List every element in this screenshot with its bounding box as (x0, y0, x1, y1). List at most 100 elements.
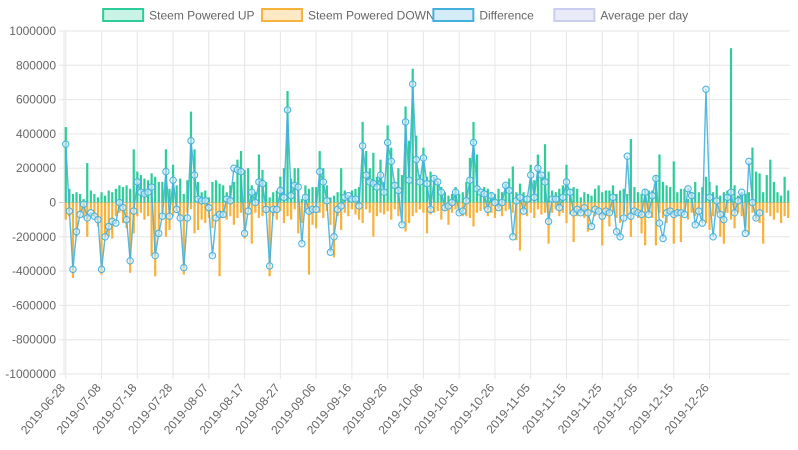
bar-up (701, 187, 704, 203)
bar-down (365, 202, 368, 210)
bar-up (697, 192, 700, 203)
bar-up (132, 149, 135, 203)
bar-up (547, 171, 550, 203)
bar-up (64, 127, 67, 203)
bar-down (433, 202, 436, 213)
bar-up (168, 188, 171, 203)
difference-point (498, 198, 506, 207)
bar-down (518, 202, 522, 251)
bar-down (418, 202, 421, 210)
bar-down (289, 202, 293, 220)
difference-point (112, 219, 120, 227)
bar-down (236, 202, 239, 218)
bar-up (182, 193, 185, 203)
legend[interactable]: Steem Powered UP Steem Powered DOWN Differ… (102, 8, 688, 23)
difference-point (326, 248, 335, 256)
difference-point (190, 171, 199, 179)
bar-down (694, 202, 697, 217)
difference-point (412, 155, 420, 164)
bar-down (300, 202, 303, 224)
difference-point (273, 205, 281, 214)
difference-point (695, 207, 703, 215)
difference-point (287, 191, 295, 200)
difference-point (165, 212, 174, 220)
legend-item-down[interactable]: Steem Powered DOWN (260, 8, 435, 23)
difference-point (122, 215, 131, 224)
bar-up (601, 192, 604, 203)
bar-down (182, 202, 185, 275)
bar-down (254, 202, 257, 213)
difference-point (487, 191, 496, 200)
bar-up (661, 181, 665, 203)
bar-up (422, 147, 425, 203)
bar-down (347, 202, 350, 217)
difference-point (408, 80, 417, 88)
bar-up (286, 91, 289, 203)
bar-up (597, 185, 600, 203)
bar-down (468, 202, 472, 218)
bar-down (572, 202, 575, 242)
bar-down (411, 202, 414, 217)
difference-point (534, 164, 542, 172)
bar-up (586, 193, 590, 203)
bar-down (511, 202, 514, 213)
difference-point (162, 167, 170, 176)
bar-down (751, 202, 754, 213)
legend-item-up[interactable]: Steem Powered UP (102, 8, 255, 23)
difference-point (494, 203, 503, 212)
bar-down (104, 202, 107, 237)
difference-point (358, 142, 367, 150)
bar-up (686, 199, 690, 203)
bar-down (554, 202, 557, 210)
difference-point (738, 188, 746, 196)
bar-down (136, 202, 139, 217)
bar-up (769, 159, 772, 203)
bar-up (475, 154, 479, 203)
bar-up (450, 193, 454, 203)
bar-down (318, 202, 321, 213)
bar-up (404, 106, 407, 203)
legend-item-diff[interactable]: Difference (432, 8, 534, 23)
difference-point (448, 198, 456, 207)
bar-down (436, 202, 439, 212)
bar-up (683, 188, 686, 203)
difference-point (612, 227, 621, 236)
bar-up (504, 183, 507, 203)
difference-point (205, 203, 213, 212)
bar-down (754, 202, 758, 220)
bar-up (204, 190, 207, 203)
bar-up (104, 195, 107, 203)
bar-down (214, 202, 218, 217)
difference-point (698, 219, 707, 227)
bar-down (475, 202, 479, 213)
bar-down (96, 202, 100, 227)
bar-down (450, 202, 454, 213)
bar-down (357, 202, 361, 220)
difference-point (755, 209, 764, 217)
bar-up (729, 48, 733, 203)
difference-point (727, 188, 735, 196)
bar-down (157, 202, 160, 237)
bar-down (529, 202, 532, 213)
bar-down (626, 202, 629, 217)
bar-down (508, 202, 511, 210)
bar-up (540, 175, 543, 203)
bar-down (425, 202, 429, 234)
bar-down (776, 202, 779, 213)
bar-up (754, 171, 758, 203)
y-tick-label: 800000 (16, 58, 56, 72)
difference-point (745, 157, 753, 166)
bar-down (232, 202, 235, 225)
bar-down (386, 202, 389, 212)
bar-up (268, 197, 271, 203)
difference-point (301, 193, 310, 202)
bar-down (100, 202, 103, 275)
bar-up (715, 185, 718, 203)
legend-item-avg[interactable]: Average per day (553, 8, 688, 23)
bar-up (111, 192, 114, 203)
difference-point (147, 183, 156, 191)
bar-up (236, 159, 239, 203)
bar-up (665, 185, 668, 203)
difference-point (491, 198, 499, 207)
difference-point (380, 188, 388, 196)
